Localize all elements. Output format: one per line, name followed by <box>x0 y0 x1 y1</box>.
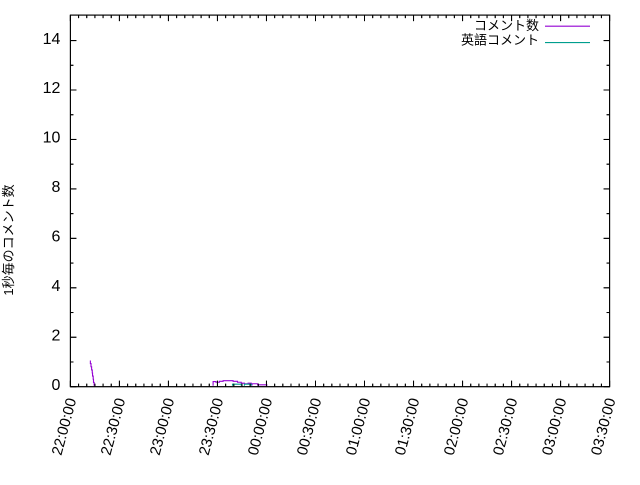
svg-text:英語コメント: 英語コメント <box>461 32 539 47</box>
svg-text:01:00:00: 01:00:00 <box>343 396 375 457</box>
svg-text:1秒毎のコメント数: 1秒毎のコメント数 <box>1 184 16 295</box>
svg-text:22:30:00: 22:30:00 <box>98 396 130 457</box>
svg-text:00:30:00: 00:30:00 <box>294 396 326 457</box>
svg-text:4: 4 <box>51 278 60 295</box>
svg-text:2: 2 <box>51 327 60 344</box>
svg-text:0: 0 <box>51 377 60 394</box>
svg-text:03:00:00: 03:00:00 <box>539 396 571 457</box>
svg-text:02:30:00: 02:30:00 <box>490 396 522 457</box>
svg-text:03:30:00: 03:30:00 <box>588 396 620 457</box>
svg-text:22:00:00: 22:00:00 <box>49 396 81 457</box>
svg-text:00:00:00: 00:00:00 <box>245 396 277 457</box>
svg-text:6: 6 <box>51 229 60 246</box>
svg-text:8: 8 <box>51 179 60 196</box>
svg-text:23:30:00: 23:30:00 <box>196 396 228 457</box>
svg-text:01:30:00: 01:30:00 <box>392 396 424 457</box>
svg-text:23:00:00: 23:00:00 <box>147 396 179 457</box>
svg-text:02:00:00: 02:00:00 <box>441 396 473 457</box>
svg-text:10: 10 <box>43 130 61 147</box>
svg-text:14: 14 <box>43 31 61 48</box>
svg-text:12: 12 <box>43 80 61 97</box>
svg-text:コメント数: コメント数 <box>474 18 539 33</box>
